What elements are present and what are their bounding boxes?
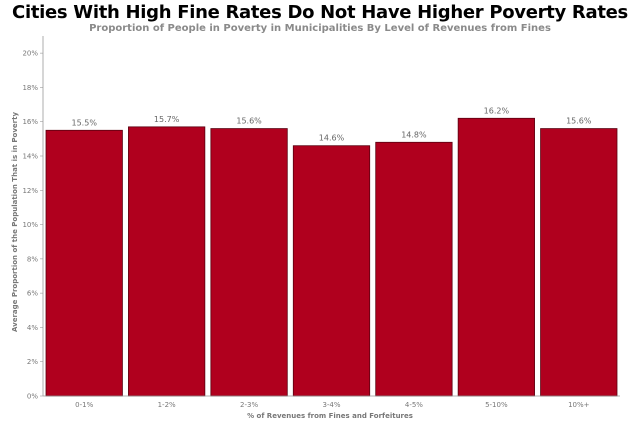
- bar-2-3%: [210, 128, 288, 397]
- data-label: 15.5%: [72, 118, 98, 127]
- x-tick-label: 10%+: [568, 401, 590, 409]
- y-tick-label: 8%: [27, 255, 38, 263]
- y-axis-label: Average Proportion of the Population Tha…: [11, 112, 19, 332]
- x-tick-label: 1-2%: [158, 401, 176, 409]
- y-tick-label: 10%: [22, 221, 38, 229]
- bar-1-2%: [128, 126, 206, 397]
- data-label: 15.6%: [236, 117, 262, 126]
- data-label: 15.6%: [566, 117, 592, 126]
- data-label: 15.7%: [154, 115, 180, 124]
- data-label: 14.6%: [319, 134, 345, 143]
- y-tick-label: 0%: [27, 393, 38, 401]
- bar-5-10%: [457, 117, 535, 397]
- x-tick-label: 3-4%: [322, 401, 340, 409]
- x-tick-label: 5-10%: [485, 401, 508, 409]
- x-tick-label: 0-1%: [75, 401, 93, 409]
- bars: 15.5% 15.7% 15.6% 14.6% 14.8% 16.2% 15.6%: [45, 106, 618, 397]
- y-tick-label: 4%: [27, 324, 38, 332]
- y-tick-label: 6%: [27, 290, 38, 298]
- y-axis-ticks: 0% 2% 4% 6% 8% 10% 12% 14% 16% 18% 20%: [22, 50, 43, 401]
- data-label: 14.8%: [401, 130, 427, 139]
- bar-3-4%: [292, 145, 371, 397]
- bar-4-5%: [375, 141, 453, 397]
- chart-subtitle: Proportion of People in Poverty in Munic…: [89, 23, 551, 34]
- bar-0-1%: [45, 129, 123, 397]
- x-axis-ticks: 0-1% 1-2% 2-3% 3-4% 4-5% 5-10% 10%+: [75, 401, 589, 409]
- x-tick-label: 2-3%: [240, 401, 258, 409]
- x-axis-label: % of Revenues from Fines and Forfeitures: [247, 412, 413, 420]
- y-tick-label: 16%: [22, 118, 38, 126]
- x-tick-label: 4-5%: [405, 401, 423, 409]
- bar-10%+: [540, 128, 618, 397]
- y-tick-label: 18%: [22, 84, 38, 92]
- y-tick-label: 2%: [27, 358, 38, 366]
- y-tick-label: 20%: [22, 50, 38, 58]
- y-tick-label: 14%: [22, 153, 38, 161]
- y-tick-label: 12%: [22, 187, 38, 195]
- chart-title: Cities With High Fine Rates Do Not Have …: [12, 2, 628, 23]
- data-label: 16.2%: [484, 106, 510, 115]
